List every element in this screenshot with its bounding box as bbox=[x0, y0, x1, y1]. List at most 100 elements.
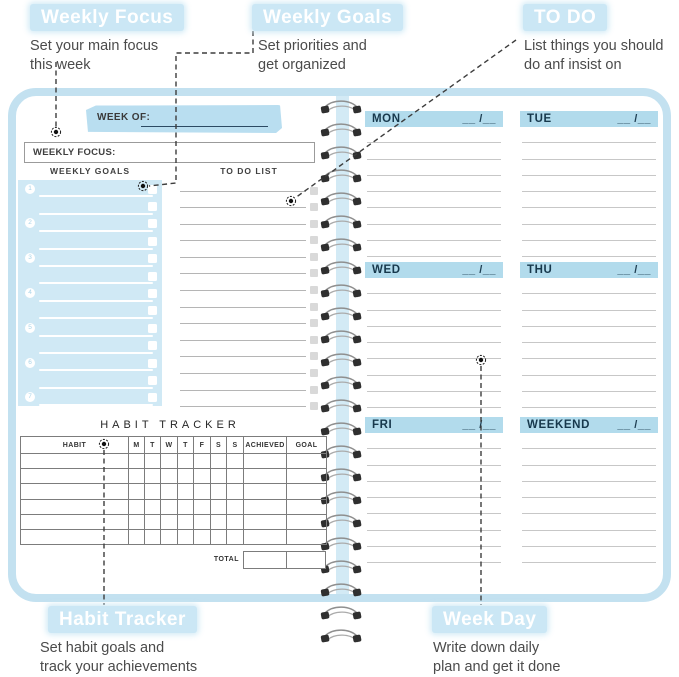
day-write-line bbox=[522, 208, 656, 225]
spiral-loop bbox=[319, 145, 364, 168]
goal-row bbox=[18, 302, 162, 320]
todo-row bbox=[180, 291, 318, 311]
goal-number-circle: 1 bbox=[25, 183, 35, 194]
habit-total-goal-cell bbox=[286, 551, 326, 569]
habit-column-header: S bbox=[210, 436, 227, 454]
spiral-loop bbox=[319, 628, 364, 651]
habit-cell bbox=[177, 452, 194, 470]
todo-description: List things you should do anf insist on bbox=[524, 38, 664, 74]
goal-row: 7 bbox=[18, 389, 162, 407]
todo-checkbox bbox=[310, 236, 318, 245]
goal-row: 1 bbox=[18, 180, 162, 198]
day-write-line bbox=[367, 466, 501, 482]
goal-write-line bbox=[39, 334, 153, 337]
day-lines bbox=[520, 127, 658, 258]
habit-cell bbox=[20, 498, 129, 515]
day-write-line bbox=[522, 225, 656, 242]
habit-cell bbox=[160, 483, 178, 500]
habit-column-header: GOAL bbox=[286, 436, 327, 454]
goal-checkbox bbox=[148, 184, 157, 194]
habit-cell bbox=[193, 498, 211, 515]
goal-write-line bbox=[39, 404, 153, 407]
todo-write-line bbox=[180, 306, 306, 308]
weekly-goals-description: Set priorities and get organized bbox=[258, 38, 367, 74]
weekly-focus-badge: Weekly Focus bbox=[30, 4, 185, 31]
habit-column-header: T bbox=[177, 436, 194, 454]
todo-write-line bbox=[180, 223, 306, 225]
goal-write-line bbox=[39, 386, 153, 389]
day-write-line bbox=[367, 241, 501, 258]
week-of-fill-line bbox=[141, 126, 268, 127]
day-write-line bbox=[367, 311, 501, 327]
day-section-mon: MON __ /__ bbox=[365, 111, 503, 258]
habit-cell bbox=[286, 528, 327, 546]
weekly-focus-box: WEEKLY FOCUS: bbox=[24, 142, 315, 163]
habit-cell bbox=[177, 498, 194, 515]
day-write-line bbox=[522, 278, 656, 295]
day-lines bbox=[520, 278, 658, 409]
day-write-line bbox=[522, 514, 656, 531]
habit-cell bbox=[20, 468, 129, 485]
todo-write-line bbox=[180, 190, 306, 192]
habit-cell bbox=[226, 468, 244, 485]
habit-row bbox=[20, 513, 327, 530]
goal-write-line bbox=[39, 317, 153, 320]
day-section-fri: FRI __ /__ bbox=[365, 417, 503, 564]
day-date-field: __ /__ bbox=[617, 419, 651, 431]
day-bar: FRI __ /__ bbox=[365, 417, 503, 433]
habit-cell bbox=[193, 452, 211, 470]
habit-tracker-description: Set habit goals and track your achieveme… bbox=[40, 640, 198, 676]
day-write-line bbox=[367, 514, 501, 531]
day-section-weekend: WEEKEND __ /__ bbox=[520, 417, 658, 564]
todo-checkbox bbox=[310, 286, 318, 295]
day-write-line bbox=[522, 392, 656, 409]
habit-total-label: TOTAL bbox=[213, 556, 239, 563]
goal-row: 2 bbox=[18, 215, 162, 233]
day-write-line bbox=[522, 482, 656, 499]
spiral-loop bbox=[319, 421, 364, 444]
todo-row bbox=[180, 374, 318, 394]
goal-number-circle: 4 bbox=[25, 288, 35, 299]
todo-write-line bbox=[180, 290, 306, 292]
spiral-loop bbox=[319, 260, 364, 283]
day-lines bbox=[365, 127, 503, 258]
todo-write-line bbox=[180, 406, 306, 408]
day-date-field: __ /__ bbox=[617, 264, 651, 276]
todo-row bbox=[180, 241, 318, 261]
goal-write-line bbox=[39, 195, 153, 198]
todo-checkbox bbox=[310, 219, 318, 228]
day-write-line bbox=[367, 392, 501, 409]
habit-row bbox=[20, 498, 327, 515]
day-date-field: __ /__ bbox=[462, 113, 496, 125]
habit-tracker-badge: Habit Tracker bbox=[48, 606, 197, 633]
spiral-loop bbox=[319, 99, 364, 122]
goal-write-line bbox=[39, 212, 153, 215]
day-write-line bbox=[367, 192, 501, 209]
habit-cell bbox=[128, 483, 145, 500]
habit-cell bbox=[210, 498, 227, 515]
goal-checkbox bbox=[148, 323, 157, 333]
habit-cell bbox=[128, 468, 145, 485]
habit-cell bbox=[177, 483, 194, 500]
day-name: TUE bbox=[527, 113, 552, 125]
todo-row bbox=[180, 258, 318, 278]
goal-row bbox=[18, 232, 162, 250]
habit-cell bbox=[210, 483, 227, 500]
day-write-line bbox=[367, 547, 501, 564]
day-write-line bbox=[522, 160, 656, 176]
day-write-line bbox=[367, 278, 501, 295]
todo-row bbox=[180, 208, 318, 228]
habit-cell bbox=[286, 513, 327, 530]
spiral-loop bbox=[319, 352, 364, 375]
todo-badge: TO DO bbox=[523, 4, 608, 31]
habit-cell bbox=[286, 468, 327, 485]
habit-cell bbox=[160, 468, 178, 485]
spiral-loop bbox=[319, 122, 364, 145]
goal-row bbox=[18, 197, 162, 215]
habit-cell bbox=[210, 468, 227, 485]
habit-cell bbox=[243, 468, 287, 485]
day-write-line bbox=[522, 176, 656, 193]
spiral-loop bbox=[319, 536, 364, 559]
goal-checkbox bbox=[148, 375, 157, 385]
goal-number-circle: 7 bbox=[25, 392, 35, 403]
